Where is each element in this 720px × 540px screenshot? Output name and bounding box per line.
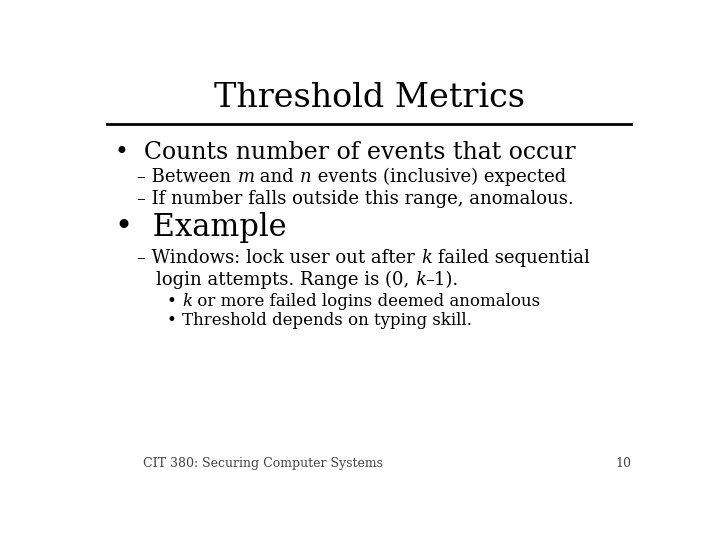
Text: events (inclusive) expected: events (inclusive) expected	[312, 168, 566, 186]
Text: k: k	[415, 271, 426, 289]
Text: m: m	[238, 168, 254, 186]
Text: Threshold Metrics: Threshold Metrics	[214, 82, 524, 114]
Text: or more failed logins deemed anomalous: or more failed logins deemed anomalous	[192, 293, 541, 310]
Text: failed sequential: failed sequential	[432, 249, 590, 267]
Text: k: k	[421, 249, 432, 267]
Text: –1).: –1).	[426, 271, 459, 289]
Text: •  Example: • Example	[115, 212, 287, 244]
Text: k: k	[182, 293, 192, 310]
Text: and: and	[254, 168, 300, 186]
Text: n: n	[300, 168, 312, 186]
Text: •  Counts number of events that occur: • Counts number of events that occur	[115, 140, 576, 164]
Text: – If number falls outside this range, anomalous.: – If number falls outside this range, an…	[138, 190, 574, 208]
Text: •: •	[167, 293, 182, 310]
Text: – Between: – Between	[138, 168, 238, 186]
Text: CIT 380: Securing Computer Systems: CIT 380: Securing Computer Systems	[143, 457, 383, 470]
Text: – Windows: lock user out after: – Windows: lock user out after	[138, 249, 421, 267]
Text: • Threshold depends on typing skill.: • Threshold depends on typing skill.	[167, 312, 472, 329]
Text: login attempts. Range is (0,: login attempts. Range is (0,	[156, 271, 415, 289]
Text: 10: 10	[616, 457, 631, 470]
